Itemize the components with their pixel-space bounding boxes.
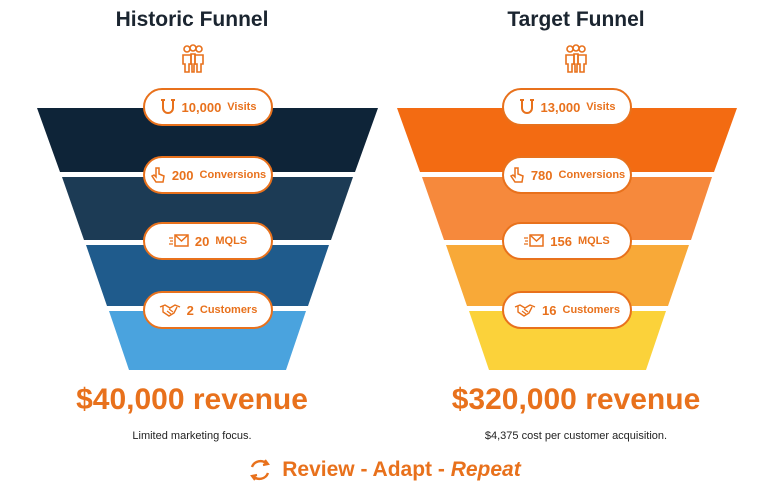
handshake-icon [159,304,180,317]
stage-unit: Visits [586,101,616,113]
pointer-hand-icon [509,167,524,183]
stage-unit: Conversions [199,169,267,181]
historic-bands [37,108,378,370]
band-mqls [86,245,329,306]
stage-value: 16 [542,302,557,318]
target-bands [397,108,737,370]
funnel-title: Target Funnel [507,8,645,31]
stage-visits: 13,000 Visits [502,88,632,126]
stage-conversions: 200 Conversions [143,156,273,194]
stage-unit: Visits [227,101,257,113]
stage-customers: 16 Customers [502,291,632,329]
funnel-title: Historic Funnel [115,8,269,31]
target-funnel: Target Funnel 13,000 Visits 780 Conversi… [384,0,768,504]
revenue-label: $320,000 revenue [451,383,701,416]
stage-value: 200 [171,167,194,183]
people-icon [565,44,587,73]
send-mail-icon [524,234,544,247]
historic-funnel: Historic Funnel 10,000 Visits 200 Conver… [0,0,384,504]
stage-value: 156 [550,233,572,249]
stage-conversions: 780 Conversions [502,156,632,194]
footer-adapt: Adapt [372,458,433,481]
stage-unit: MQLS [577,235,610,247]
stage-value: 2 [186,302,194,318]
stage-value: 13,000 [540,99,581,115]
pointer-hand-icon [150,167,165,183]
people-icon [182,44,204,73]
stage-unit: Customers [199,304,258,316]
revenue-label: $40,000 revenue [76,383,308,416]
band-conversions [422,177,712,240]
stage-mqls: 156 MQLS [502,222,632,260]
footer-separator: - [432,458,451,481]
magnet-icon [160,99,175,114]
stage-value: 10,000 [181,99,222,115]
band-visits [37,108,378,172]
footer-separator: - [354,458,373,481]
band-mqls [446,245,689,306]
stage-visits: 10,000 Visits [143,88,273,126]
handshake-icon [514,304,536,317]
funnel-note: $4,375 cost per customer acquisition. [484,430,668,442]
band-visits [397,108,737,172]
stage-customers: 2 Customers [143,291,273,329]
footer-review: Review [282,458,355,481]
funnel-note: Limited marketing focus. [132,430,252,442]
cycle-arrows-icon [250,459,271,481]
band-conversions [62,177,353,240]
footer-tagline: Review - Adapt - Repeat [0,458,769,482]
stage-value: 20 [194,233,210,249]
stage-unit: MQLS [215,235,248,247]
stage-unit: Conversions [558,169,626,181]
stage-value: 780 [530,167,553,183]
send-mail-icon [168,234,189,247]
stage-mqls: 20 MQLS [143,222,273,260]
footer-repeat: Repeat [450,458,521,481]
stage-unit: Customers [562,304,620,316]
magnet-icon [519,99,534,114]
